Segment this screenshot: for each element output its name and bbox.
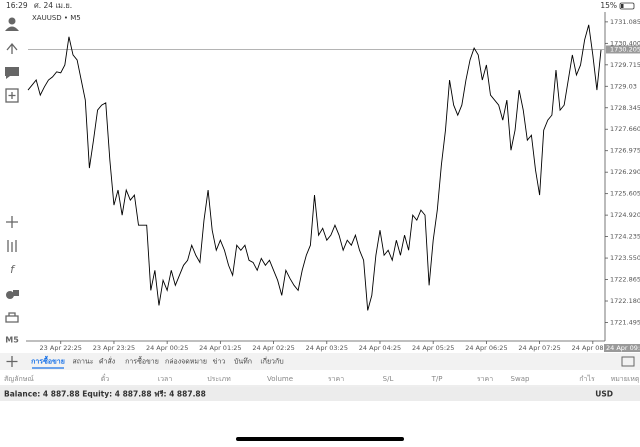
column-header: หมายเหตุ <box>611 375 640 383</box>
y-tick-label: 1724.920 <box>610 211 640 219</box>
current-price-label: 1730.205 <box>610 45 640 53</box>
y-tick-label: 1729.715 <box>610 61 640 69</box>
crosshair-icon[interactable] <box>6 216 18 228</box>
chart: XAUUSD • M5 1731.085 1730.400 1729.715 1729… <box>26 12 640 352</box>
x-tick-label: 24 Apr 01:25 <box>199 344 241 352</box>
layout-icon[interactable] <box>621 356 635 367</box>
tab[interactable]: ข่าว <box>213 358 226 366</box>
current-time-label: 24 Apr 09:25 <box>606 344 640 352</box>
tab[interactable]: เกี่ยวกับ <box>260 357 283 366</box>
y-tick-label: 1723.550 <box>610 254 640 262</box>
y-tick-label: 1722.865 <box>610 276 640 284</box>
current-price-tag <box>606 45 640 54</box>
objects-icon-part <box>13 290 19 296</box>
tab[interactable]: คำสั่ง <box>99 357 115 366</box>
account-icon-body <box>5 26 19 31</box>
current-time-tag <box>604 344 640 352</box>
indicators-icon[interactable] <box>7 240 17 252</box>
column-header: Swap <box>511 375 530 383</box>
battery-level <box>621 4 624 8</box>
new-chart-plus <box>8 92 16 99</box>
function-icon[interactable]: f <box>10 263 16 276</box>
x-tick-label: 23 Apr 22:25 <box>40 344 82 352</box>
column-header: ราคา <box>477 375 493 383</box>
y-tick-label: 1728.345 <box>610 104 640 112</box>
column-header: ราคา <box>328 375 344 383</box>
tab[interactable]: สถานะ <box>73 358 94 366</box>
status-time: 16:29 <box>6 1 28 10</box>
trade-icon[interactable] <box>6 42 18 54</box>
y-tick-label: 1727.660 <box>610 125 640 133</box>
balance-bar <box>0 387 640 401</box>
battery-icon <box>619 2 635 10</box>
x-tick-label: 24 Apr 00:25 <box>146 344 188 352</box>
currency: USD <box>595 390 613 399</box>
timeframe-button[interactable]: M5 <box>5 336 19 345</box>
x-tick-label: 24 Apr 03:25 <box>306 344 348 352</box>
column-header: สัญลักษณ์ <box>4 375 34 383</box>
column-header: T/P <box>431 375 443 383</box>
price-line <box>27 24 602 311</box>
y-tick-label: 1726.975 <box>610 147 640 155</box>
x-tick-label: 24 Apr 04:25 <box>359 344 401 352</box>
home-indicator <box>236 437 404 441</box>
tab-bar <box>0 353 640 370</box>
x-tick-label: 23 Apr 23:25 <box>93 344 135 352</box>
column-header: S/L <box>383 375 394 383</box>
add-tab-icon[interactable] <box>6 356 18 367</box>
y-tick-label: 1730.400 <box>610 39 640 47</box>
column-header: ประเภท <box>207 375 231 383</box>
x-tick-label: 24 Apr 08:25 <box>572 344 614 352</box>
y-tick-label: 1724.235 <box>610 233 640 241</box>
tab[interactable]: กล่องจดหมาย <box>165 358 207 366</box>
status-date: ศ. 24 เม.ย. <box>34 1 72 10</box>
balance-text: Balance: 4 887.88 Equity: 4 887.88 ฟรี: … <box>4 390 206 399</box>
x-tick-label: 24 Apr 05:25 <box>412 344 454 352</box>
column-header: เวลา <box>158 375 173 383</box>
y-tick-label: 1722.180 <box>610 297 640 305</box>
x-tick-label: 24 Apr 02:25 <box>252 344 294 352</box>
table-header: สัญลักษณ์ ตั๋ว เวลา ประเภท Volume ราคา S/L T/P ร… <box>4 374 640 383</box>
objects-icon[interactable] <box>6 291 14 299</box>
tabs: การซื้อขาย สถานะ คำสั่ง การซื้อขาย กล่องจดหม… <box>31 355 284 369</box>
status-battery: 15% <box>600 1 617 10</box>
column-header: Volume <box>267 375 293 383</box>
account-icon[interactable] <box>8 17 16 25</box>
y-tick-label: 1725.605 <box>610 190 640 198</box>
chat-icon[interactable] <box>5 67 19 79</box>
x-tick-label: 24 Apr 06:25 <box>465 344 507 352</box>
y-tick-label: 1726.290 <box>610 168 640 176</box>
tab[interactable]: บันทึก <box>234 357 252 366</box>
tab[interactable]: การซื้อขาย <box>31 355 65 366</box>
column-header: กำไร <box>579 374 595 383</box>
toolbar: f M5 <box>5 17 19 345</box>
y-tick-label: 1729.03 <box>610 82 637 90</box>
new-chart-icon[interactable] <box>5 88 19 103</box>
column-header: ตั๋ว <box>101 374 110 383</box>
tab[interactable]: การซื้อขาย <box>125 355 159 366</box>
chart-title: XAUUSD • M5 <box>32 14 81 22</box>
share-icon[interactable] <box>5 312 19 323</box>
y-tick-label: 1721.495 <box>610 318 640 326</box>
y-tick-label: 1731.085 <box>610 18 640 26</box>
x-tick-label: 24 Apr 07:25 <box>518 344 560 352</box>
